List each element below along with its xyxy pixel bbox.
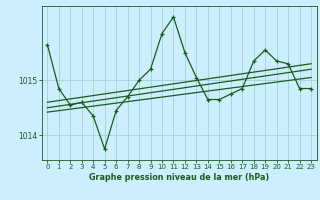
X-axis label: Graphe pression niveau de la mer (hPa): Graphe pression niveau de la mer (hPa)	[89, 173, 269, 182]
